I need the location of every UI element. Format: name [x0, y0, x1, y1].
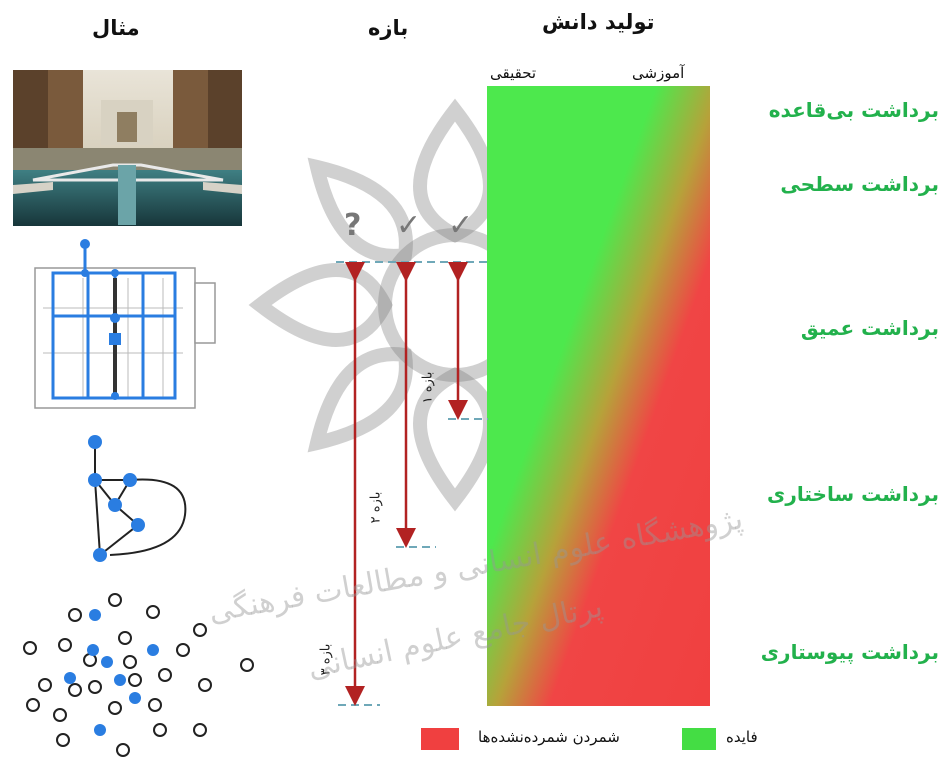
level-deep: برداشت عمیق: [800, 316, 939, 340]
garden-photo: [13, 70, 242, 226]
range1-label: بازه ۱: [420, 371, 436, 404]
check-mark-2: ✓: [396, 208, 422, 243]
garden-plan: [34, 239, 216, 409]
legend-benefit-swatch: [682, 728, 716, 750]
subheader-educational: آموزشی: [632, 64, 685, 82]
point-cloud: [23, 593, 254, 757]
subheader-research: تحقیقی: [490, 64, 537, 82]
legend-benefit-label: فایده: [726, 728, 758, 746]
question-mark: ?: [344, 208, 362, 243]
network-graph: [88, 435, 187, 562]
legend-uncounted-label: شمردن شمرده‌نشده‌ها: [478, 728, 620, 746]
header-example: مثال: [92, 16, 140, 40]
check-mark-1: ✓: [448, 208, 474, 243]
header-range: بازه: [368, 16, 409, 40]
level-surface: برداشت سطحی: [780, 172, 939, 196]
knowledge-gradient-panel: [487, 86, 710, 706]
range2-label: بازه ۲: [368, 491, 384, 524]
level-continuum: برداشت پیوستاری: [760, 640, 939, 664]
level-irregular: برداشت بی‌قاعده: [768, 98, 939, 122]
legend-uncounted-swatch: [421, 728, 459, 750]
level-structural: برداشت ساختاری: [767, 482, 939, 506]
header-knowledge-production: تولید دانش: [542, 10, 655, 34]
